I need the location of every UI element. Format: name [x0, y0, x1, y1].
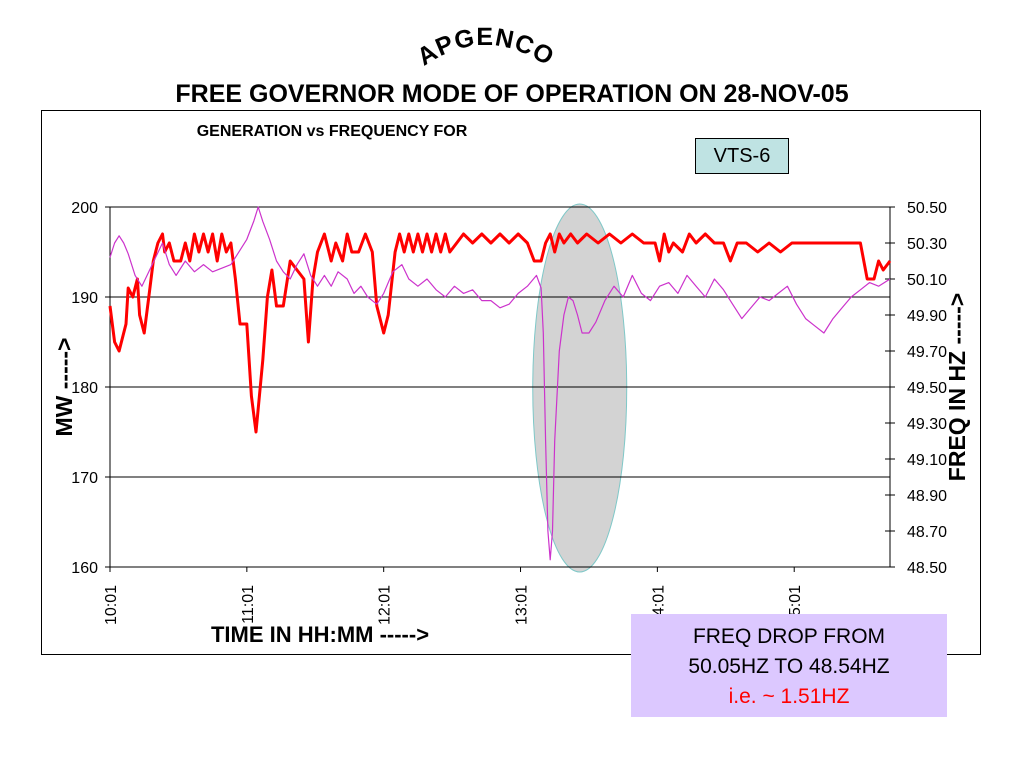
note-line-1: FREQ DROP FROM	[692, 625, 886, 648]
y-tick-label: 170	[71, 470, 98, 487]
x-tick-label: 11:01	[240, 585, 257, 624]
y2-tick-label: 49.50	[907, 380, 947, 397]
x-tick-label: 13:01	[514, 585, 531, 625]
y2-tick-label: 48.50	[907, 560, 947, 577]
note-line-2: 50.05HZ TO 48.54HZ	[688, 655, 890, 678]
y2-axis-label: FREQ IN HZ ----->	[944, 293, 970, 481]
y2-tick-label: 49.10	[907, 452, 947, 469]
y2-tick-label: 49.70	[907, 344, 947, 361]
chart-series	[108, 206, 892, 561]
unit-label: VTS-6	[695, 138, 789, 174]
chart-frame	[41, 110, 981, 655]
generation-series-line	[108, 232, 892, 434]
x-tick-label: 12:01	[377, 585, 394, 625]
slide-title: FREE GOVERNOR MODE OF OPERATION ON 28-NO…	[175, 80, 849, 108]
y2-tick-label: 50.50	[907, 200, 947, 217]
chart-gridlines	[110, 206, 890, 568]
x-axis-label: TIME IN HH:MM ----->	[211, 622, 429, 647]
y-tick-label: 190	[71, 290, 98, 307]
y2-tick-label: 48.70	[907, 524, 947, 541]
y2-tick-label: 50.30	[907, 236, 947, 253]
y-axis-label: MW ----->	[51, 338, 77, 437]
y-tick-label: 180	[71, 380, 98, 397]
y-tick-label: 160	[71, 560, 98, 577]
apgenco-logo: APGENCO	[412, 23, 558, 72]
frequency-series-line	[109, 206, 891, 561]
frequency-dip-highlight	[532, 203, 628, 573]
y2-tick-label: 50.10	[907, 272, 947, 289]
y2-tick-label: 48.90	[907, 488, 947, 505]
note-line-3: i.e. ~ 1.51HZ	[728, 685, 850, 708]
chart-title: GENERATION vs FREQUENCY FOR	[197, 123, 468, 140]
y-tick-label: 200	[71, 200, 98, 217]
x-tick-label: 10:01	[103, 585, 120, 625]
chart-axes: 160 170 180 190 200 48.50 48.70 48.90 49.10 49.30…	[71, 200, 947, 625]
frequency-drop-note: FREQ DROP FROM 50.05HZ TO 48.54HZ i.e. ~…	[631, 614, 947, 717]
y2-tick-label: 49.30	[907, 416, 947, 433]
chart-labels: GENERATION vs FREQUENCY FOR MW -----> FR…	[51, 123, 970, 647]
y2-tick-label: 49.90	[907, 308, 947, 325]
